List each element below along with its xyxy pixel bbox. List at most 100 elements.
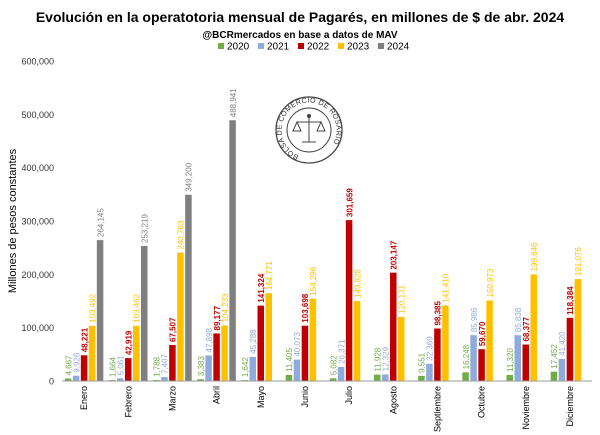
x-tick-label: Junio: [300, 386, 310, 408]
data-label-2023: 191,076: [574, 247, 583, 276]
data-label-2024: 253,219: [140, 213, 149, 242]
x-tick-label: Enero: [79, 386, 89, 410]
bar-2021: [514, 335, 521, 381]
bar-2023: [309, 298, 317, 381]
legend-swatch-2021: [258, 43, 264, 49]
bar-2021: [161, 377, 168, 381]
data-label-2023: 103,492: [88, 293, 97, 322]
bar-2020: [462, 372, 469, 381]
bar-2022: [390, 272, 397, 381]
bar-2023: [486, 300, 493, 381]
data-label-2022: 203,147: [389, 240, 398, 269]
bar-2023: [221, 325, 228, 381]
bar-2020: [550, 371, 558, 381]
bar-2020: [329, 378, 337, 381]
data-label-2020: 16,248: [462, 344, 471, 369]
data-label-2023: 150,973: [486, 268, 495, 297]
bar-2021: [249, 356, 256, 381]
legend-swatch-2022: [298, 43, 304, 49]
data-label-2022: 141,324: [257, 273, 266, 302]
bar-2020: [374, 374, 381, 381]
y-tick-label: 200,000: [21, 270, 54, 280]
bar-2020: [285, 374, 293, 381]
bar-2021: [117, 378, 124, 381]
legend-label-2022: 2022: [307, 42, 330, 53]
x-tick-label: Octubre: [477, 386, 487, 418]
data-label-2021: 85,986: [470, 307, 479, 332]
bar-2021: [426, 363, 433, 381]
bar-2022: [434, 328, 441, 381]
y-tick-label: 600,000: [21, 57, 54, 67]
data-label-2023: 240,783: [177, 220, 186, 249]
data-label-2021: 85,838: [514, 307, 523, 332]
data-label-2020: 1,788: [153, 356, 162, 377]
bar-2023: [530, 274, 537, 381]
data-label-2023: 120,131: [397, 284, 406, 313]
x-tick-label: Julio: [344, 386, 354, 405]
data-label-2023: 141,410: [442, 273, 451, 302]
data-label-2020: 3,383: [197, 356, 206, 377]
bar-2020: [197, 379, 204, 381]
x-tick-label: Febrero: [123, 386, 133, 418]
bars-layer: 4,667 1,664 1,788 3,383 1,642 11,405 5,082 11,9…: [64, 88, 583, 381]
data-label-2020: 4,667: [64, 355, 73, 376]
bar-2024: [229, 120, 236, 381]
bar-2024: [185, 194, 192, 381]
bar-2021: [337, 366, 345, 381]
seal-outer-ring: [275, 96, 343, 164]
data-label-2022: 59,670: [478, 321, 487, 346]
x-tick-label: Mayo: [256, 386, 266, 408]
bar-2022: [169, 344, 176, 381]
bar-2021: [558, 358, 566, 381]
bar-2022: [213, 333, 220, 381]
legend-label-2024: 2024: [387, 42, 410, 53]
data-label-2022: 118,384: [566, 286, 575, 315]
x-tick-label: Agosto: [388, 386, 398, 414]
data-label-2024: 264,145: [96, 208, 105, 237]
bar-2021: [293, 359, 301, 381]
data-label-2021: 47,898: [205, 327, 214, 352]
data-label-2020: 1,664: [108, 357, 117, 378]
data-label-2021: 45,288: [249, 329, 258, 354]
data-label-2020: 17,452: [550, 344, 559, 369]
y-axis: 0 100,000 200,000 300,000 400,000 500,000 600,…: [21, 57, 54, 387]
data-label-2021: 26,371: [337, 339, 346, 364]
y-tick-label: 0: [49, 377, 54, 387]
data-label-2021: 12,329: [381, 346, 390, 371]
x-axis: Enero Febrero Marzo Abril Mayo Junio Julio Agos…: [62, 380, 592, 432]
bar-2023: [574, 279, 582, 381]
bar-2021: [382, 374, 389, 381]
data-label-2022: 103,698: [301, 293, 310, 322]
bar-2023: [442, 305, 449, 381]
bar-2020: [64, 378, 72, 381]
data-label-2021: 40,073: [293, 332, 302, 357]
data-label-2020: 9,551: [418, 352, 427, 373]
data-label-2022: 68,377: [522, 317, 531, 342]
legend-label-2020: 2020: [227, 42, 250, 53]
data-label-2020: 11,320: [506, 348, 515, 372]
bar-2023: [353, 301, 361, 381]
legend-swatch-2023: [338, 43, 344, 49]
bar-2023: [177, 252, 184, 381]
data-label-2020: 11,928: [373, 347, 382, 371]
data-label-2022: 67,507: [169, 317, 178, 342]
data-label-2021: 32,369: [426, 336, 435, 361]
bar-2020: [418, 375, 425, 381]
data-label-2021: 5,061: [116, 355, 125, 376]
data-label-2023: 104,233: [221, 293, 230, 322]
data-label-2022: 42,919: [124, 330, 133, 355]
data-label-2020: 5,082: [329, 355, 338, 376]
seal-inner-ring: [286, 107, 332, 153]
data-label-2024: 349,200: [185, 162, 194, 191]
data-label-2024: 488,941: [229, 88, 238, 117]
bar-2022: [522, 344, 529, 381]
bar-2023: [265, 293, 272, 381]
bar-2022: [478, 349, 485, 381]
legend-swatch-2020: [218, 43, 224, 49]
x-tick-label: Noviembre: [521, 386, 531, 430]
bar-2022: [345, 220, 353, 381]
y-axis-label: Millones de pesos constantes: [7, 148, 19, 293]
bar-2022: [80, 355, 88, 381]
data-label-2023: 149,928: [353, 269, 362, 298]
